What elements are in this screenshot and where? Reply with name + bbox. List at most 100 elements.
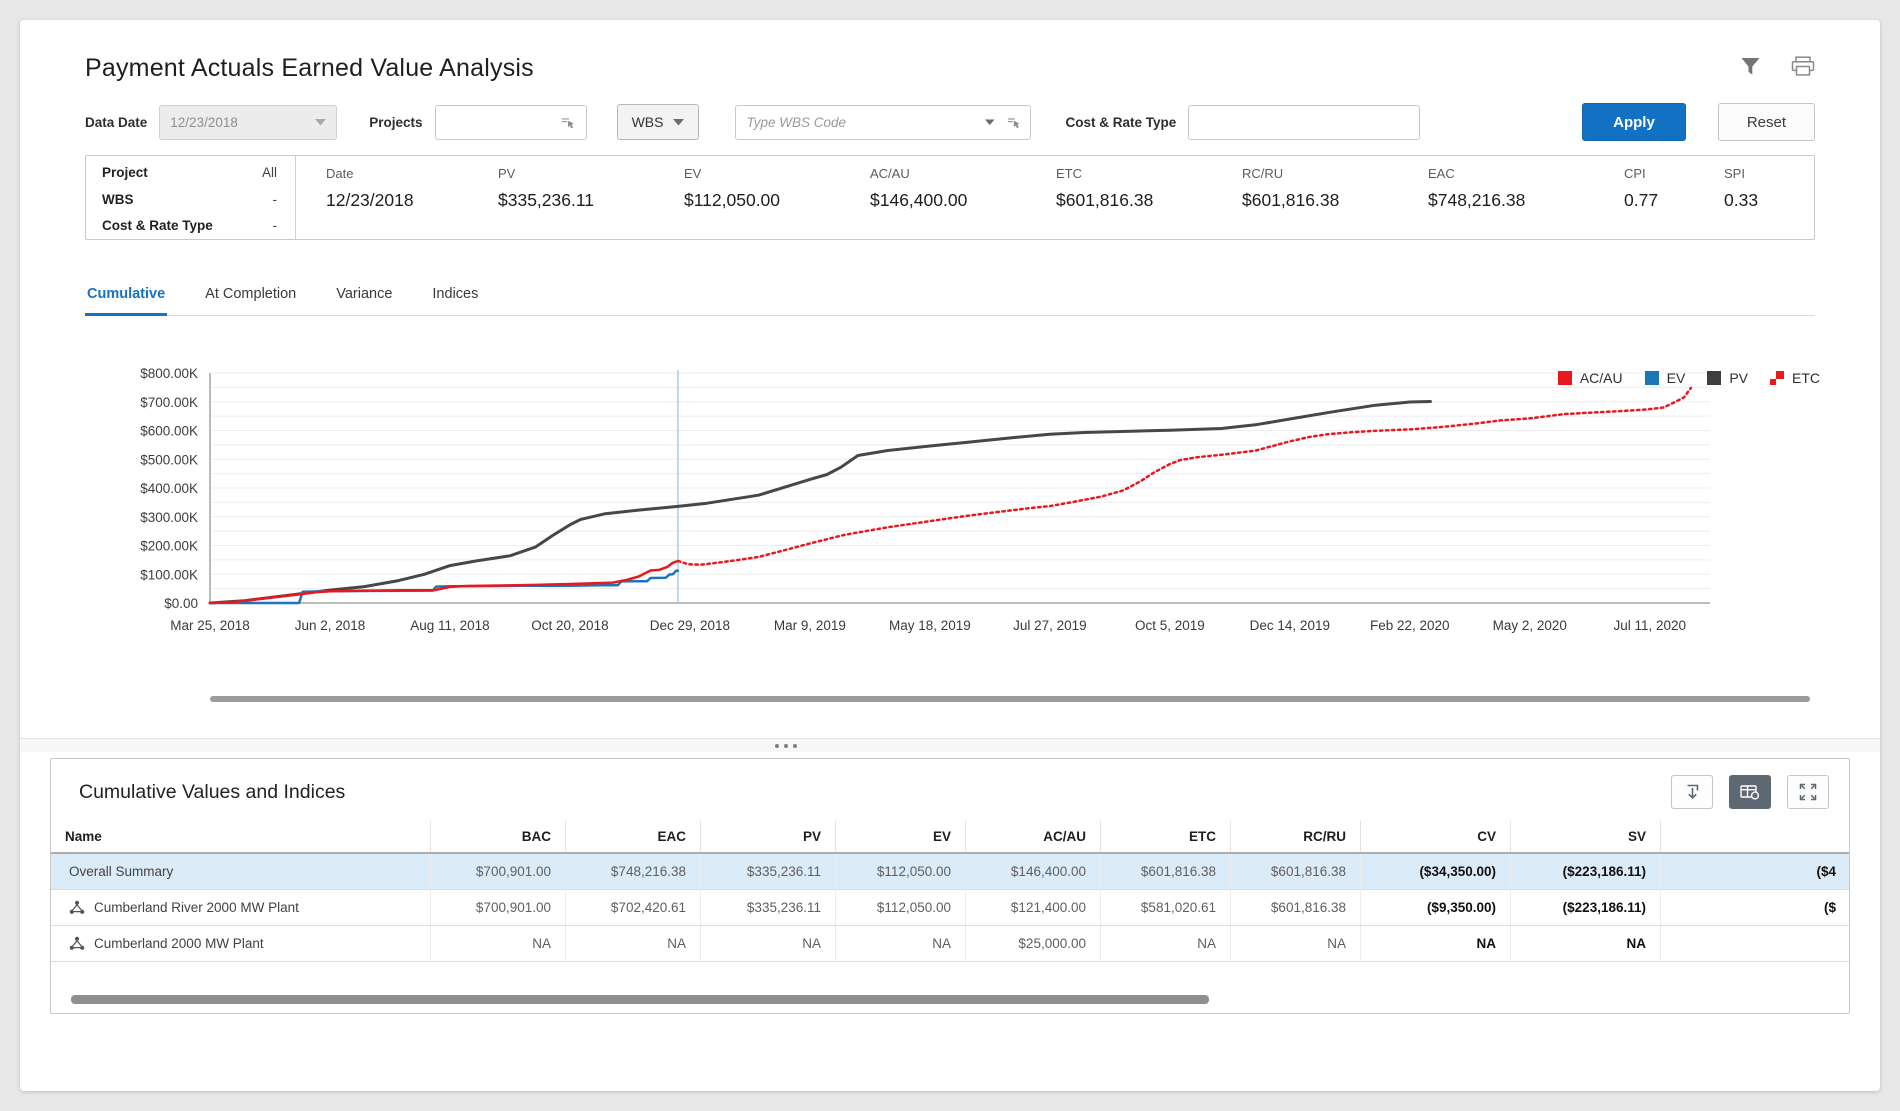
summary-cost-rate-value: - (272, 218, 278, 233)
svg-text:$700.00K: $700.00K (140, 395, 198, 410)
picklist-icon[interactable] (1007, 116, 1021, 129)
print-icon[interactable] (1791, 56, 1815, 77)
table-cell-ev: $112,050.00 (836, 854, 966, 889)
series-etc (676, 386, 1693, 567)
table-cell-etc: NA (1101, 926, 1231, 961)
table-cell-eac: $748,216.38 (566, 854, 701, 889)
legend-item-etc[interactable]: ETC (1770, 370, 1820, 386)
table-cell-etc: $581,020.61 (1101, 890, 1231, 925)
projects-input[interactable] (445, 105, 562, 139)
reset-button[interactable]: Reset (1717, 103, 1815, 141)
table-settings-button[interactable] (1729, 775, 1771, 809)
table-cell-ev: $112,050.00 (836, 890, 966, 925)
legend-item-ac-au[interactable]: AC/AU (1557, 370, 1623, 386)
table-row[interactable]: Cumberland 2000 MW Plant NA NA NA NA $25,000.… (51, 926, 1849, 962)
wbs-dropdown-label: WBS (631, 114, 664, 130)
summary-metric-eac: EAC $748,216.38 (1428, 166, 1624, 239)
svg-text:May 2, 2020: May 2, 2020 (1493, 618, 1567, 633)
wbs-code-field[interactable] (735, 104, 1032, 140)
summary-metric-date: Date 12/23/2018 (326, 166, 498, 239)
cell-value: $25,000.00 (1018, 936, 1086, 951)
legend-item-ev[interactable]: EV (1644, 370, 1685, 386)
svg-text:$300.00K: $300.00K (140, 510, 198, 525)
legend-swatch (1707, 371, 1722, 385)
chevron-down-icon[interactable] (984, 118, 995, 126)
splitter-handle-icon[interactable] (775, 743, 797, 748)
filter-icon[interactable] (1740, 57, 1761, 76)
expand-button[interactable] (1787, 775, 1829, 809)
column-header-bac[interactable]: BAC (431, 821, 566, 852)
column-header-sv[interactable]: SV (1511, 821, 1661, 852)
svg-text:$0.00: $0.00 (164, 596, 198, 611)
summary-wbs-value: - (272, 191, 278, 207)
table-cell-cv: ($34,350.00) (1361, 854, 1511, 889)
cell-value: ($4 (1816, 864, 1836, 879)
tab-variance[interactable]: Variance (336, 286, 393, 302)
project-icon (69, 936, 85, 950)
svg-text:$400.00K: $400.00K (140, 481, 198, 496)
column-header-cv[interactable]: CV (1361, 821, 1511, 852)
cell-value: NA (1327, 936, 1346, 951)
summary-metric-pv: PV $335,236.11 (498, 166, 684, 239)
column-header-name[interactable]: Name (51, 821, 431, 852)
cell-value: $748,216.38 (610, 864, 686, 879)
page-title: Payment Actuals Earned Value Analysis (85, 54, 534, 82)
panel-splitter[interactable] (20, 738, 1880, 752)
svg-text:$800.00K: $800.00K (140, 366, 198, 381)
table-cell-cv: NA (1361, 926, 1511, 961)
row-name: Overall Summary (69, 864, 174, 879)
wbs-dropdown-button[interactable]: WBS (616, 104, 700, 140)
apply-button[interactable]: Apply (1582, 103, 1686, 141)
tab-at-completion[interactable]: At Completion (205, 286, 297, 302)
table-header-row: Name BAC EAC PV EV AC/AU ETC RC/RU CV SV (51, 821, 1849, 854)
cell-value: $112,050.00 (876, 864, 951, 879)
table-title: Cumulative Values and Indices (79, 780, 346, 803)
table-cell-sv: NA (1511, 926, 1661, 961)
legend-item-pv[interactable]: PV (1707, 370, 1748, 386)
column-header-eac[interactable]: EAC (566, 821, 701, 852)
table-row[interactable]: Cumberland River 2000 MW Plant $700,901.0… (51, 890, 1849, 926)
data-date-select[interactable]: 12/23/2018 (159, 104, 338, 140)
table-cell-rcru: $601,816.38 (1231, 890, 1361, 925)
tab-indices[interactable]: Indices (432, 286, 479, 302)
column-header-ev[interactable]: EV (836, 821, 966, 852)
column-header-pv[interactable]: PV (701, 821, 836, 852)
legend-label: PV (1729, 370, 1748, 386)
cell-value: $112,050.00 (876, 900, 951, 915)
table-scrollbar[interactable] (71, 995, 1209, 1004)
metric-label: EV (684, 166, 702, 181)
table-row[interactable]: Overall Summary $700,901.00 $748,216.38 $33… (51, 854, 1849, 890)
projects-label: Projects (369, 114, 423, 130)
table-cell-cut (1661, 926, 1849, 961)
table-scrollbar-thumb[interactable] (71, 995, 1209, 1004)
picklist-icon[interactable] (561, 116, 575, 129)
summary-metric-ev: EV $112,050.00 (684, 166, 870, 239)
cost-rate-type-input[interactable] (1199, 105, 1410, 139)
table-cell-bac: $700,901.00 (431, 890, 566, 925)
export-button[interactable] (1671, 775, 1713, 809)
projects-field[interactable] (434, 104, 587, 140)
svg-text:Dec 14, 2019: Dec 14, 2019 (1250, 618, 1330, 633)
table-cell-eac: NA (566, 926, 701, 961)
cell-value: $146,400.00 (1010, 864, 1086, 879)
row-name: Cumberland 2000 MW Plant (94, 936, 264, 951)
summary-project-label: Project (102, 165, 148, 180)
chart-scrollbar[interactable] (210, 696, 1810, 702)
table-cell-ev: NA (836, 926, 966, 961)
table-cell-name: Overall Summary (51, 854, 431, 889)
cell-value: $601,816.38 (1270, 864, 1346, 879)
wbs-code-input[interactable] (746, 105, 985, 139)
column-header-cut[interactable] (1661, 821, 1849, 852)
metric-value: $335,236.11 (498, 190, 595, 210)
column-header-rcru[interactable]: RC/RU (1231, 821, 1361, 852)
cost-rate-type-field[interactable] (1188, 104, 1421, 140)
cell-value: $335,236.11 (746, 864, 821, 879)
ev-chart-svg: $0.00 $100.00K $200.00K $300.00K $400.00K $50… (140, 366, 1710, 633)
tab-cumulative[interactable]: Cumulative (85, 280, 168, 316)
table-cell-name: Cumberland 2000 MW Plant (51, 926, 431, 961)
column-header-etc[interactable]: ETC (1101, 821, 1231, 852)
table-cell-pv: $335,236.11 (701, 854, 836, 889)
legend-swatch (1644, 371, 1659, 385)
column-header-acau[interactable]: AC/AU (966, 821, 1101, 852)
metric-value: $601,816.38 (1242, 190, 1340, 210)
